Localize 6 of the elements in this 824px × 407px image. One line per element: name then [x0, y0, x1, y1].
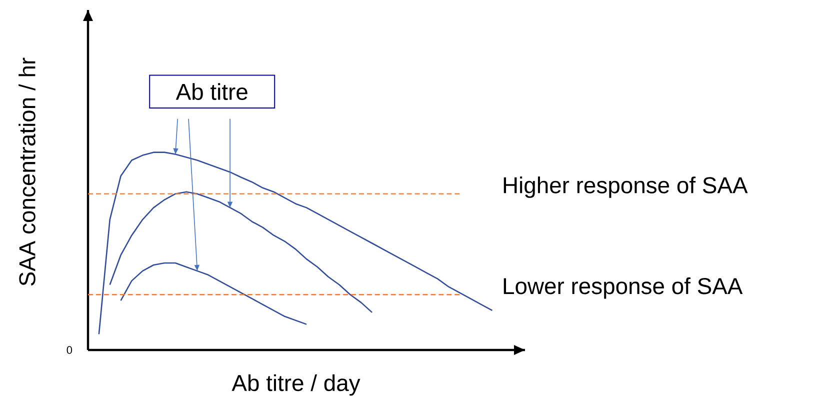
ref-line-label: Higher response of SAA: [504, 176, 748, 198]
y-axis-title: SAA concentration / hr: [18, 58, 36, 286]
text: Ab titre: [176, 83, 248, 100]
text: 0: [66, 346, 72, 354]
x-axis-title: Ab titre / day: [232, 374, 360, 396]
ref-line-label: Lower response of SAA: [504, 277, 743, 299]
